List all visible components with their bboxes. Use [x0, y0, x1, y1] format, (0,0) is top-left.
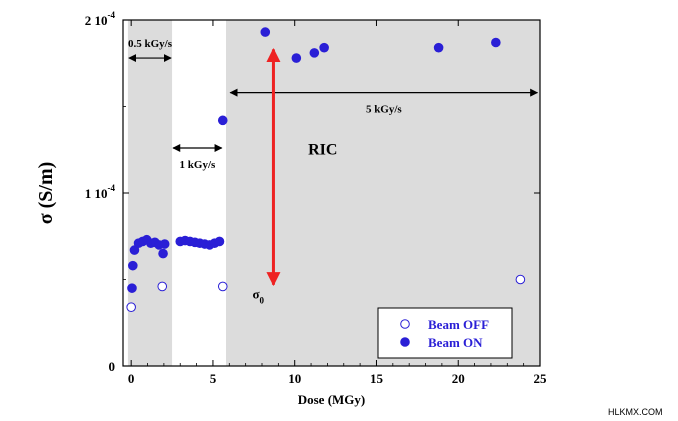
y-tick-mantissa: 2 10	[85, 13, 108, 28]
rate-05-label: 0.5 kGy/s	[128, 38, 173, 50]
beam-on-point	[127, 283, 137, 293]
x-tick-label: 5	[210, 371, 217, 386]
x-axis-label: Dose (MGy)	[298, 392, 366, 407]
y-tick-label: 0	[109, 359, 116, 374]
beam-on-point	[158, 248, 168, 259]
x-tick-label: 10	[288, 371, 301, 386]
y-tick-mantissa: 1 10	[85, 186, 108, 201]
beam-on-point	[128, 260, 138, 271]
legend-beam-off-marker	[400, 319, 410, 329]
legend-beam-on-label: Beam ON	[428, 335, 483, 350]
beam-on-point	[291, 53, 302, 63]
sigma0-symbol: σ	[252, 287, 259, 302]
beam-on-point	[217, 115, 228, 126]
beam-off-point	[126, 302, 136, 312]
x-tick-label: 0	[128, 371, 135, 386]
y-tick-label: 2 10-4	[85, 10, 116, 28]
beam-on-point	[214, 236, 225, 247]
y-tick-label: 1 10-4	[85, 183, 116, 201]
beam-off-point	[217, 281, 228, 292]
beam-on-point	[433, 42, 444, 53]
y-axis-label: σ (S/m)	[35, 162, 57, 225]
legend-box	[377, 307, 513, 359]
rate-5-label: 5 kGy/s	[366, 104, 402, 116]
x-tick-label: 20	[452, 371, 465, 386]
sigma0-label: σ0	[252, 287, 264, 306]
legend-beam-on-marker	[400, 337, 410, 347]
rate-1-label: 1 kGy/s	[180, 159, 216, 171]
data-points	[126, 27, 526, 312]
beam-on-point	[309, 48, 320, 58]
beam-off-point	[515, 274, 526, 285]
legend: Beam OFF Beam ON	[377, 307, 513, 359]
beam-on-point	[129, 245, 140, 255]
beam-off-point	[157, 281, 168, 292]
beam-on-point	[319, 42, 329, 53]
y-tick-exponent: -4	[108, 10, 116, 20]
x-tick-label: 15	[370, 371, 384, 386]
x-tick-label: 25	[534, 371, 548, 386]
watermark: HLKMX.COM	[608, 407, 663, 417]
legend-beam-off-label: Beam OFF	[428, 317, 489, 332]
beam-on-point	[260, 27, 271, 37]
annotations: 0.5 kGy/s 1 kGy/s 5 kGy/s RIC σ0	[128, 38, 539, 306]
ric-label: RIC	[308, 142, 337, 159]
y-tick-exponent: -4	[108, 183, 116, 193]
beam-on-point	[159, 239, 170, 249]
beam-on-point	[491, 37, 501, 48]
sigma0-subscript: 0	[260, 296, 265, 306]
y-tick-mantissa: 0	[109, 359, 116, 374]
shaded-region-0	[127, 20, 173, 366]
